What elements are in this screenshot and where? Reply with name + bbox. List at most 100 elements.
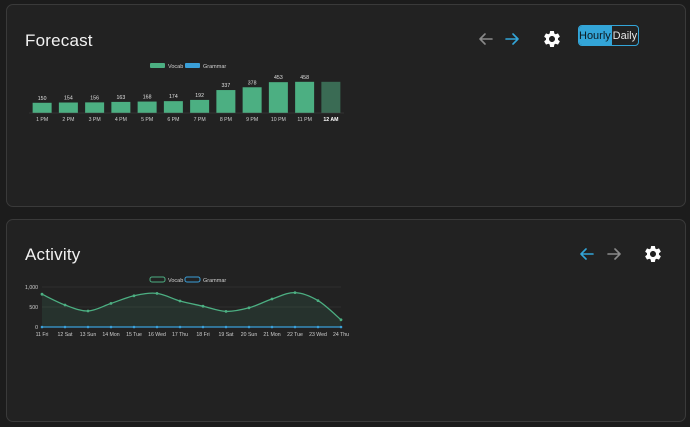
- activity-card: Activity Vocab Grammar 1,000 500 0 11 Fri 12…: [6, 219, 686, 422]
- activity-grammar-point: [86, 325, 90, 329]
- forecast-bar-value: 150: [38, 96, 47, 102]
- activity-x-tick: 16 Wed: [148, 332, 166, 338]
- activity-x-tick: 18 Fri: [196, 332, 209, 338]
- activity-vocab-point: [109, 302, 113, 305]
- forecast-bar-value: 337: [222, 83, 231, 89]
- activity-x-tick: 21 Mon: [263, 332, 280, 338]
- forecast-x-tick: 12 AM: [323, 117, 338, 123]
- activity-vocab-point: [155, 292, 159, 295]
- forecast-bar-value: 192: [195, 93, 204, 99]
- arrow-left-icon[interactable]: [577, 244, 597, 264]
- legend-swatch-grammar: [184, 276, 201, 283]
- forecast-x-tick: 3 PM: [89, 117, 101, 123]
- forecast-x-tick: 5 PM: [141, 117, 153, 123]
- arrow-left-icon[interactable]: [476, 29, 496, 49]
- activity-vocab-point: [224, 310, 228, 313]
- activity-grammar-point: [201, 325, 205, 329]
- activity-vocab-point: [40, 292, 44, 296]
- hourly-button[interactable]: Hourly: [579, 26, 611, 45]
- activity-grammar-point: [224, 325, 228, 329]
- forecast-title: Forecast: [25, 31, 93, 50]
- activity-title: Activity: [25, 245, 81, 264]
- legend-swatch-grammar: [185, 63, 200, 68]
- forecast-chart: Vocab Grammar 150 1 PM 154 2 PM 156 3 PM 163 4 …: [29, 63, 344, 123]
- forecast-bar: [85, 102, 105, 113]
- activity-vocab-point: [201, 304, 205, 308]
- forecast-bar: [111, 101, 131, 113]
- activity-x-tick: 11 Fri: [36, 332, 49, 338]
- gear-icon[interactable]: [542, 29, 562, 49]
- forecast-bar-value: 378: [248, 80, 257, 86]
- forecast-bar: [242, 87, 262, 113]
- daily-button[interactable]: Daily: [610, 26, 638, 45]
- activity-grammar-point: [132, 325, 136, 329]
- activity-legend: Vocab Grammar: [149, 276, 226, 284]
- activity-vocab-point: [132, 294, 136, 298]
- activity-x-tick: 12 Sat: [58, 332, 74, 338]
- forecast-x-tick: 2 PM: [62, 117, 74, 123]
- activity-grammar-point: [155, 325, 159, 329]
- forecast-bar: [321, 81, 341, 113]
- forecast-bar: [32, 102, 52, 113]
- forecast-bar: [190, 99, 210, 113]
- forecast-x-tick: 11 PM: [297, 117, 312, 123]
- activity-vocab-area: [42, 292, 341, 327]
- activity-x-tick: 20 Sun: [241, 332, 258, 338]
- activity-y-tick: 0: [35, 325, 38, 331]
- activity-x-tick: 14 Mon: [102, 332, 119, 338]
- forecast-bar-value: 156: [90, 95, 99, 101]
- forecast-x-tick: 9 PM: [246, 117, 258, 123]
- legend-label-vocab: Vocab: [168, 278, 183, 284]
- forecast-x-tick: 7 PM: [194, 117, 206, 123]
- activity-grammar-point: [270, 325, 274, 329]
- forecast-bar: [295, 81, 315, 113]
- forecast-bar-value: 163: [117, 95, 126, 101]
- forecast-bar: [163, 101, 183, 113]
- arrow-right-icon[interactable]: [502, 29, 522, 49]
- legend-label-vocab: Vocab: [168, 64, 183, 70]
- activity-vocab-point: [339, 318, 343, 322]
- activity-y-tick: 1,000: [25, 285, 38, 291]
- activity-grammar-point: [293, 325, 297, 329]
- activity-grammar-point: [339, 325, 343, 329]
- forecast-card: Forecast Hourly Daily Vocab Grammar 150 1…: [6, 4, 686, 207]
- activity-grammar-point: [63, 325, 67, 329]
- activity-grammar-point: [40, 325, 44, 329]
- forecast-bar-value: 458: [300, 75, 309, 81]
- period-toggle: Hourly Daily: [578, 25, 639, 46]
- activity-vocab-point: [270, 297, 274, 301]
- forecast-bar-value: 174: [169, 94, 178, 100]
- activity-y-tick: 500: [29, 305, 38, 311]
- forecast-x-tick: 8 PM: [220, 117, 232, 123]
- activity-vocab-point: [247, 306, 251, 310]
- gear-icon[interactable]: [643, 244, 663, 264]
- activity-x-tick: 15 Tue: [126, 332, 142, 338]
- activity-vocab-line: [41, 291, 342, 321]
- activity-x-tick: 22 Tue: [287, 332, 303, 338]
- activity-vocab-point: [316, 299, 320, 302]
- forecast-bar: [216, 90, 236, 113]
- activity-grammar-point: [316, 325, 320, 329]
- activity-vocab-point: [86, 309, 90, 313]
- forecast-bar: [58, 102, 78, 113]
- arrow-right-icon[interactable]: [604, 244, 624, 264]
- activity-chart: Vocab Grammar 1,000 500 011 Fri 12 Sat 13 Su…: [25, 276, 349, 338]
- activity-x-tick: 19 Sat: [219, 332, 235, 338]
- forecast-bar-value: 154: [64, 96, 73, 102]
- activity-x-tick: 17 Thu: [172, 332, 188, 338]
- forecast-x-tick: 1 PM: [36, 117, 48, 123]
- activity-grammar-point: [247, 325, 251, 329]
- legend-label-grammar: Grammar: [203, 64, 226, 70]
- activity-x-tick: 13 Sun: [80, 332, 97, 338]
- activity-vocab-point: [293, 291, 297, 294]
- forecast-legend: Vocab Grammar: [150, 63, 226, 70]
- activity-vocab-point: [178, 299, 182, 303]
- forecast-bar-value: 168: [143, 95, 152, 101]
- forecast-x-tick: 6 PM: [167, 117, 179, 123]
- activity-grammar-point: [109, 325, 113, 329]
- activity-x-tick: 23 Wed: [309, 332, 327, 338]
- legend-swatch-vocab: [150, 63, 165, 68]
- activity-grammar-point: [178, 325, 182, 329]
- activity-x-tick: 24 Thu: [333, 332, 349, 338]
- legend-label-grammar: Grammar: [203, 278, 226, 284]
